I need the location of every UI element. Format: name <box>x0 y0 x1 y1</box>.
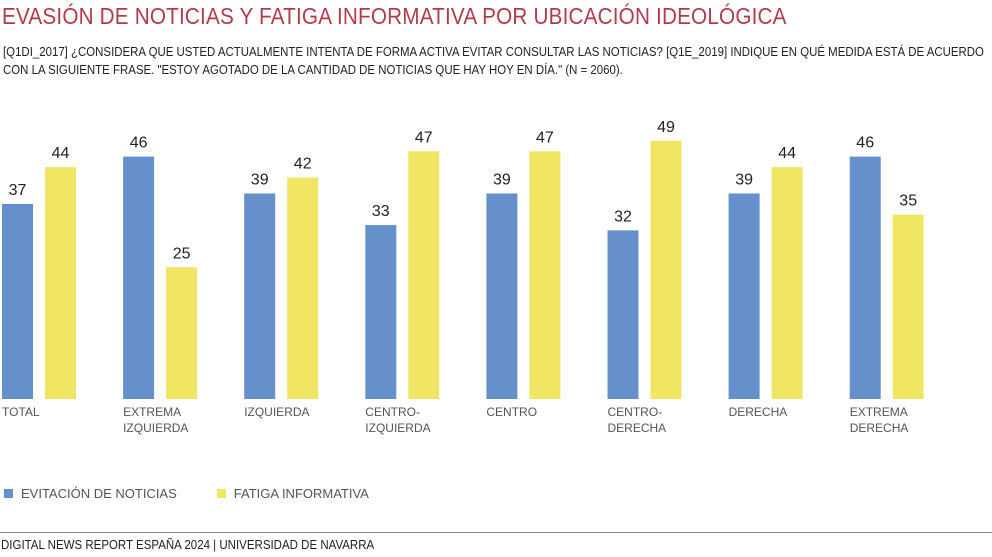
category-label-7: DERECHA <box>850 421 909 435</box>
value-label-fatiga-7: 35 <box>899 193 917 210</box>
bar-fatiga-7 <box>892 214 924 399</box>
legend-swatch-fatiga <box>216 489 226 498</box>
footer-source: DIGITAL NEWS REPORT ESPAÑA 2024 | UNIVER… <box>1 538 375 552</box>
category-label-5: CENTRO- <box>608 405 663 419</box>
bar-fatiga-1 <box>166 267 198 399</box>
bar-evitacion-1 <box>123 156 155 399</box>
footer-divider <box>0 532 992 533</box>
value-label-evitacion-3: 33 <box>372 203 390 220</box>
bar-evitacion-3 <box>365 225 397 399</box>
category-label-4: CENTRO <box>486 405 537 419</box>
value-label-fatiga-2: 42 <box>294 156 312 173</box>
bar-fatiga-3 <box>408 151 440 399</box>
bar-evitacion-6 <box>728 193 760 399</box>
value-label-evitacion-6: 39 <box>735 171 753 188</box>
bar-evitacion-7 <box>849 156 881 399</box>
bar-evitacion-0 <box>2 204 33 399</box>
legend-swatch-evitacion <box>4 489 13 498</box>
category-label-1: IZQUIERDA <box>123 421 188 435</box>
category-label-2: IZQUIERDA <box>244 405 309 419</box>
category-label-5: DERECHA <box>608 421 667 435</box>
chart-subtitle: [Q1DI_2017] ¿CONSIDERA QUE USTED ACTUALM… <box>3 43 991 79</box>
legend-label-fatiga: FATIGA INFORMATIVA <box>233 486 369 501</box>
bar-fatiga-4 <box>529 151 561 399</box>
subtitle-line-1: [Q1DI_2017] ¿CONSIDERA QUE USTED ACTUALM… <box>3 45 984 59</box>
value-label-evitacion-2: 39 <box>251 171 269 188</box>
value-label-fatiga-0: 44 <box>52 145 70 162</box>
value-label-fatiga-5: 49 <box>657 119 675 136</box>
value-label-evitacion-0: 37 <box>9 182 27 199</box>
legend: EVITACIÓN DE NOTICIAS FATIGA INFORMATIVA <box>4 486 409 501</box>
bar-evitacion-5 <box>607 230 639 399</box>
category-label-0: TOTAL <box>2 405 40 419</box>
value-label-fatiga-3: 47 <box>415 129 433 146</box>
value-label-fatiga-1: 25 <box>173 245 191 262</box>
value-label-fatiga-6: 44 <box>778 145 796 162</box>
bar-chart: 37 44 TOTAL 46 25 EXTREMA IZQUIERDA 39 42 IZQUIER… <box>2 119 924 435</box>
bar-evitacion-2 <box>244 193 276 399</box>
category-label-3: CENTRO- <box>365 405 420 419</box>
value-label-evitacion-7: 46 <box>856 135 874 152</box>
value-label-evitacion-1: 46 <box>130 135 148 152</box>
category-label-6: DERECHA <box>729 405 788 419</box>
category-label-7: EXTREMA <box>850 405 908 419</box>
bar-fatiga-0 <box>45 167 76 399</box>
subtitle-line-2: CON LA SIGUIENTE FRASE. "ESTOY AGOTADO D… <box>3 63 623 77</box>
legend-label-evitacion: EVITACIÓN DE NOTICIAS <box>21 486 177 501</box>
legend-item-fatiga: FATIGA INFORMATIVA <box>216 486 369 501</box>
bar-fatiga-2 <box>287 177 319 399</box>
chart-title: EVASIÓN DE NOTICIAS Y FATIGA INFORMATIVA… <box>2 3 787 29</box>
value-label-evitacion-5: 32 <box>614 208 632 225</box>
bar-fatiga-6 <box>771 167 803 399</box>
value-label-fatiga-4: 47 <box>536 129 554 146</box>
value-label-evitacion-4: 39 <box>493 171 511 188</box>
bar-fatiga-5 <box>650 140 682 399</box>
category-label-3: IZQUIERDA <box>365 421 430 435</box>
legend-item-evitacion: EVITACIÓN DE NOTICIAS <box>4 486 177 501</box>
bar-evitacion-4 <box>486 193 518 399</box>
category-label-1: EXTREMA <box>123 405 181 419</box>
